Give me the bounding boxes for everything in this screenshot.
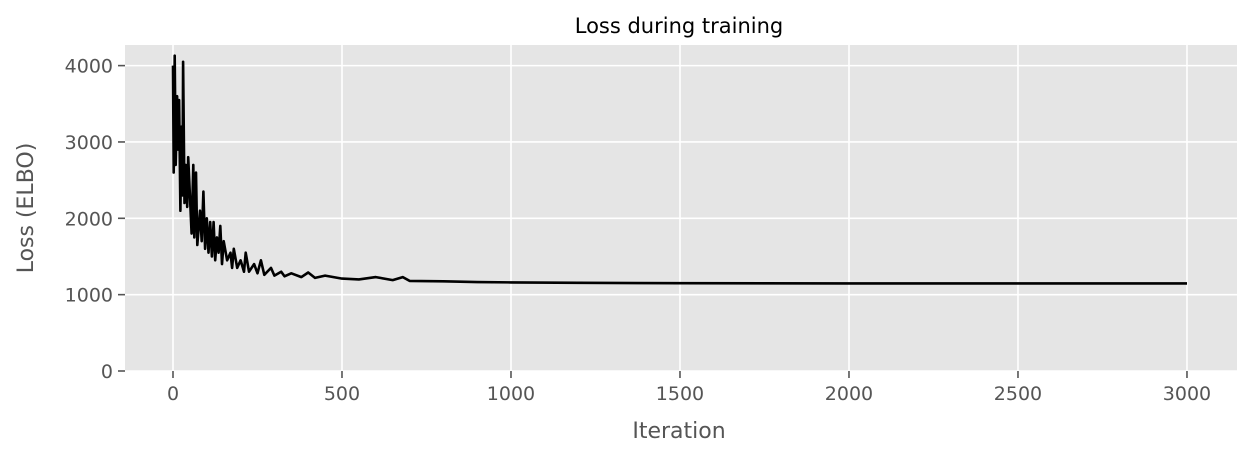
y-axis-label: Loss (ELBO)	[14, 143, 39, 274]
x-tick-label: 500	[324, 383, 360, 405]
x-tick-label: 2000	[825, 383, 873, 405]
x-tick-label: 1500	[656, 383, 704, 405]
series-line	[171, 54, 1187, 285]
y-tick-label: 3000	[65, 132, 113, 154]
y-tick-label: 2000	[65, 208, 113, 230]
axes: 0 500 1000 1500 2000 2500 3000 0 1000 2000 3000 400…	[65, 56, 1212, 405]
plot-background	[125, 45, 1237, 371]
x-tick-label: 1000	[487, 383, 535, 405]
x-tick-label: 2500	[994, 383, 1042, 405]
grid-lines	[125, 45, 1237, 372]
y-tick-label: 1000	[65, 285, 113, 307]
x-axis-label: Iteration	[632, 419, 725, 444]
x-tick-label: 3000	[1163, 383, 1211, 405]
chart-title: Loss during training	[575, 14, 784, 38]
x-tick-label: 0	[167, 383, 179, 405]
y-tick-label: 0	[101, 361, 113, 383]
y-tick-label: 4000	[65, 56, 113, 78]
